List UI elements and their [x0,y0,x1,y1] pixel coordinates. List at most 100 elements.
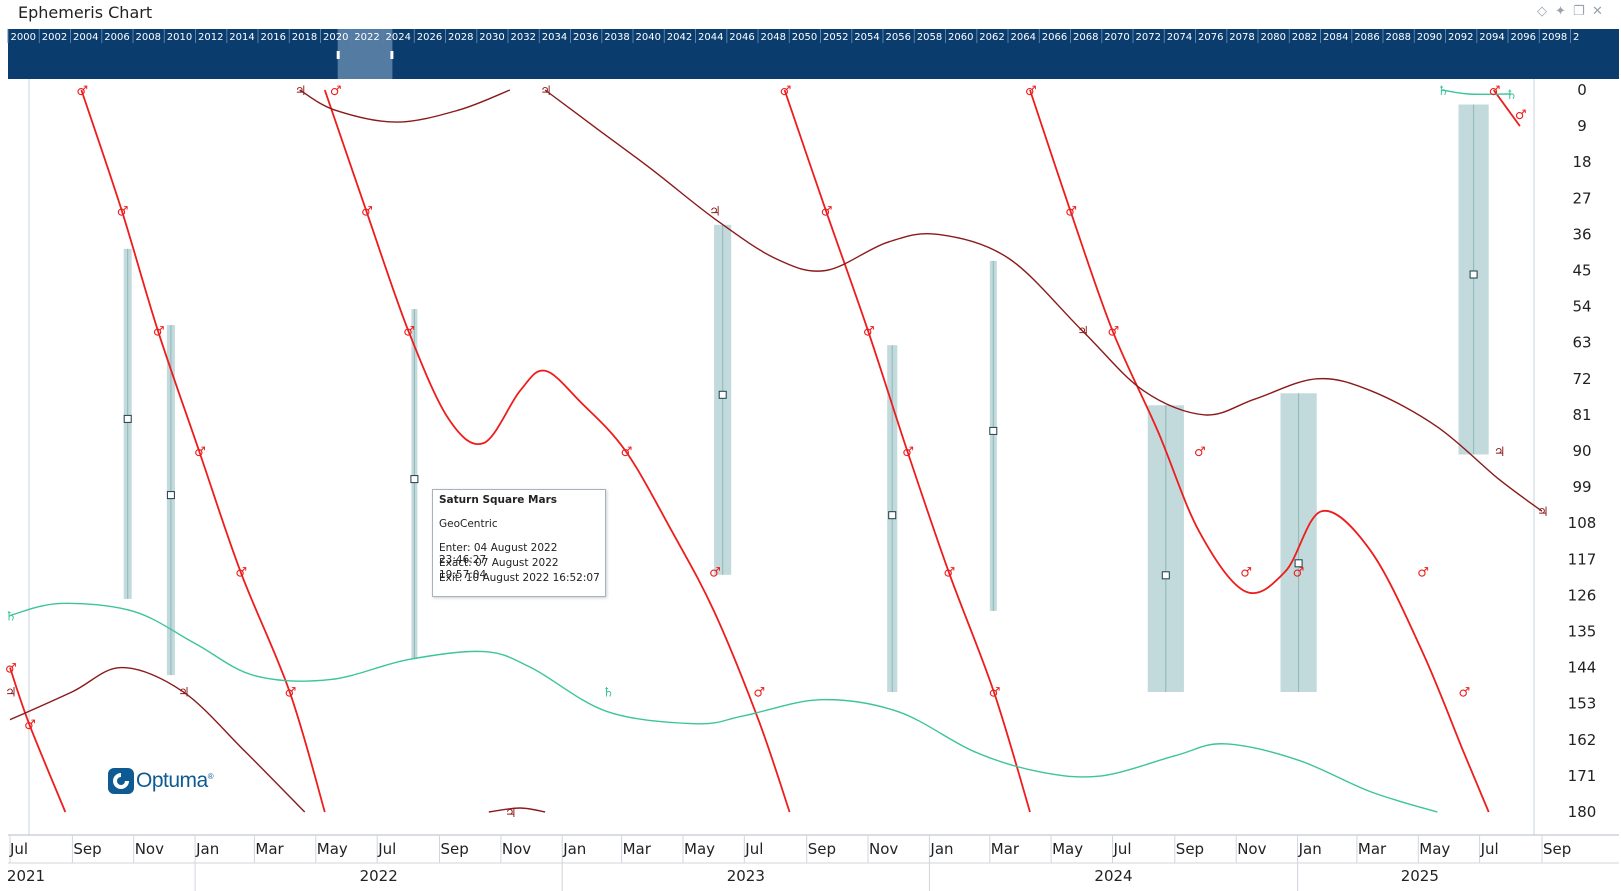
navigator-year-label[interactable]: 2088 [1386,32,1411,43]
navigator-year-label[interactable]: 2094 [1479,32,1504,43]
aspect-exact-marker[interactable] [1161,571,1170,580]
navigator-year-label[interactable]: 2004 [73,32,98,43]
x-month-label: Jul [377,840,396,858]
x-month-label: Mar [255,840,284,858]
navigator-year-label[interactable]: 2058 [917,32,942,43]
aspect-tooltip: Saturn Square Mars GeoCentric Enter: 04 … [432,489,606,597]
diamond-icon[interactable]: ◇ [1537,4,1547,19]
aspect-exact-marker[interactable] [718,390,727,399]
navigator-year-label[interactable]: 2016 [261,32,286,43]
navigator-year-label[interactable]: 2010 [167,32,192,43]
aspect-exact-marker[interactable] [989,426,998,435]
tooltip-exit: Exit: 10 August 2022 16:52:07 [439,572,600,584]
navigator-year-label[interactable]: 2018 [292,32,317,43]
y-tick-label: 144 [1568,659,1597,677]
navigator-year-label[interactable]: 2020 [323,32,348,43]
navigator-year-label[interactable]: 2090 [1417,32,1442,43]
navigator-year-label[interactable]: 2030 [479,32,504,43]
navigator-year-label[interactable]: 2040 [636,32,661,43]
navigator-year-label[interactable]: 2002 [42,32,67,43]
navigator-year-label[interactable]: 2 [1573,32,1579,43]
aspect-exact-marker[interactable] [166,491,175,500]
aspect-exact-marker[interactable] [1294,559,1303,568]
close-icon[interactable]: ✕ [1592,4,1603,19]
navigator-year-label[interactable]: 2072 [1136,32,1161,43]
navigator-year-label[interactable]: 2046 [729,32,754,43]
x-month-label: May [1052,840,1083,858]
navigator-year-label[interactable]: 2000 [11,32,36,43]
mars-symbol: ♂ [1025,84,1037,99]
navigator-year-label[interactable]: 2062 [979,32,1004,43]
x-month-label: Jan [929,840,953,858]
x-month-label: Jul [1113,840,1132,858]
navigator-year-label[interactable]: 2076 [1198,32,1223,43]
y-tick-label: 18 [1572,153,1591,171]
jupiter-line [299,89,511,123]
navigator-window-handle-left[interactable] [336,51,340,59]
mars-line [323,89,791,813]
navigator-year-label[interactable]: 2070 [1104,32,1129,43]
navigator-year-label[interactable]: 2034 [542,32,567,43]
aspect-exact-marker[interactable] [1469,270,1478,279]
navigator-year-label[interactable]: 2022 [354,32,379,43]
navigator-window-handle-right[interactable] [390,51,394,59]
navigator-year-label[interactable]: 2086 [1354,32,1379,43]
jupiter-line [488,807,546,813]
navigator-year-label[interactable]: 2026 [417,32,442,43]
aspect-exact-marker[interactable] [410,475,419,484]
x-month-label: Sep [1543,840,1571,858]
navigator-year-label[interactable]: 2068 [1073,32,1098,43]
navigator-year-label[interactable]: 2080 [1261,32,1286,43]
navigator-year-label[interactable]: 2098 [1542,32,1567,43]
navigator-year-label[interactable]: 2032 [511,32,536,43]
aspect-exact-marker[interactable] [888,511,897,520]
navigator-year-label[interactable]: 2052 [823,32,848,43]
navigator-year-label[interactable]: 2050 [792,32,817,43]
y-tick-label: 126 [1568,586,1597,604]
navigator-year-label[interactable]: 2054 [854,32,879,43]
aspect-exact-marker[interactable] [123,414,132,423]
x-month-label: May [1419,840,1450,858]
pin-icon[interactable]: ✦ [1555,4,1566,19]
y-tick-label: 63 [1572,334,1591,352]
x-year-label: 2025 [1401,867,1439,885]
navigator-year-label[interactable]: 2042 [667,32,692,43]
x-axis: Jul Sep Nov Jan Mar May Jul Sep Nov Jan Mar May Jul S… [7,834,1619,891]
y-tick-label: 153 [1568,695,1597,713]
navigator-year-label[interactable]: 2066 [1042,32,1067,43]
navigator-year-label[interactable]: 2092 [1448,32,1473,43]
optuma-logo-icon [108,768,134,794]
navigator-year-label[interactable]: 2006 [104,32,129,43]
x-month-label: Sep [441,840,469,858]
restore-icon[interactable]: ❐ [1573,4,1585,19]
mars-symbol: ♂ [1194,445,1206,460]
navigator-year-label[interactable]: 2044 [698,32,723,43]
navigator-year-label[interactable]: 2096 [1511,32,1536,43]
navigator-year-label[interactable]: 2048 [761,32,786,43]
aspect-bands [123,104,1489,692]
navigator-year-label[interactable]: 2014 [229,32,254,43]
mars-symbol: ♂ [1417,565,1429,580]
navigator-year-label[interactable]: 2028 [448,32,473,43]
x-month-label: Jul [1480,840,1499,858]
mars-symbol: ♂ [944,565,956,580]
navigator-year-label[interactable]: 2056 [886,32,911,43]
navigator-year-label[interactable]: 2074 [1167,32,1192,43]
navigator-year-label[interactable]: 2036 [573,32,598,43]
navigator-year-label[interactable]: 2060 [948,32,973,43]
navigator-year-label[interactable]: 2024 [386,32,411,43]
navigator-background[interactable] [8,29,1619,79]
plot-area [10,79,1548,835]
navigator-year-label[interactable]: 2082 [1292,32,1317,43]
navigator-year-label[interactable]: 2012 [198,32,223,43]
navigator-year-label[interactable]: 2008 [136,32,161,43]
x-month-label: Sep [73,840,101,858]
x-year-label: 2024 [1094,867,1132,885]
x-month-label: Sep [1176,840,1204,858]
navigator-year-label[interactable]: 2084 [1323,32,1348,43]
navigator-year-label[interactable]: 2078 [1229,32,1254,43]
year-navigator[interactable]: 2000 2002 2004 2006 2008 2010 2012 2014 2016 2018… [7,29,1619,79]
navigator-year-label[interactable]: 2038 [604,32,629,43]
navigator-year-label[interactable]: 2064 [1011,32,1036,43]
